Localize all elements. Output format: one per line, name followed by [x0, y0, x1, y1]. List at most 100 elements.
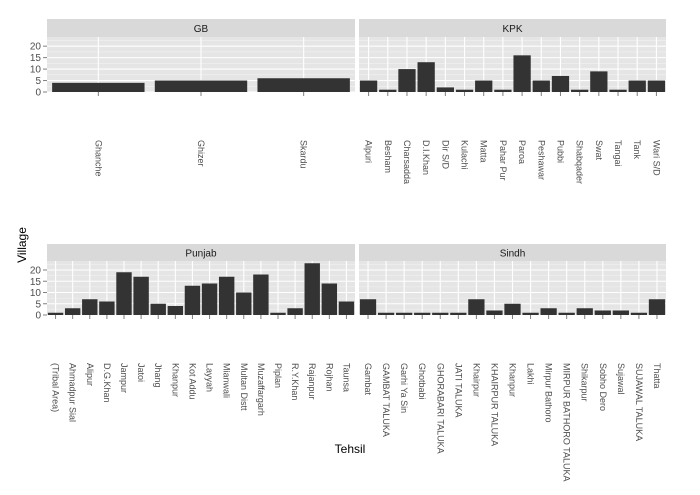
bar-rajanpur	[304, 263, 320, 315]
bar-r-y-khan	[287, 308, 303, 315]
x-tick-label-swat: Swat	[594, 140, 604, 161]
x-tick-label-pahar-pur: Pahar Pur	[498, 140, 508, 181]
x-tick-label-d-i-khan: D.I.Khan	[421, 140, 431, 175]
x-tick-label-sujawal: Sujawal	[616, 363, 626, 395]
bar-d-g-khan	[99, 301, 115, 315]
facet-strip-label: KPK	[502, 24, 522, 35]
bar-charsadda	[398, 69, 416, 92]
facet-strip-label: Punjab	[185, 249, 217, 260]
bar-sobho-dero	[594, 310, 611, 315]
x-tick-label-kulachi: Kulachi	[460, 140, 470, 170]
x-tick-label-garhi-ya-sin: Garhi Ya Sin	[399, 363, 409, 413]
y-tick-label: 5	[35, 299, 41, 310]
y-tick-label: 5	[35, 76, 41, 87]
x-tick-label-ghorabari-taluka: GHORABARI TALUKA	[435, 363, 445, 454]
x-tick-label-jhang: Jhang	[153, 363, 163, 388]
bar-ahmadpur-sial	[64, 308, 81, 315]
x-tick-label-shikarpur: Shikarpur	[580, 363, 590, 402]
bar-swat	[590, 71, 608, 92]
x-tick-label-shabqader: Shabqader	[575, 140, 585, 184]
x-tick-label-ghizer: Ghizer	[196, 140, 206, 167]
x-tick-label-wari-s-d: Wari S/D	[651, 140, 661, 176]
x-tick-label-mirpur-bathoro-taluka: MIRPUR BATHORO TALUKA	[562, 363, 572, 482]
x-tick-label-paroa: Paroa	[517, 140, 527, 164]
x-tick-label-khanpur: Khanpur	[508, 363, 518, 397]
facet-strip-label: Sindh	[500, 249, 526, 260]
bar-jati-taluka	[450, 312, 467, 315]
bar-kulachi	[455, 89, 474, 92]
x-tick-label-khairpur: Khairpur	[471, 363, 481, 397]
x-tick-label-mianwali: Mianwali	[222, 363, 232, 398]
bar-lakhi	[522, 312, 539, 315]
bar-wari-s-d	[647, 80, 666, 92]
y-tick-label: 10	[30, 288, 42, 299]
y-axis-title: Village	[15, 227, 29, 263]
facet-strip	[47, 244, 355, 261]
x-tick-label-khanpur: Khanpur	[170, 363, 180, 397]
facet-strip	[359, 19, 666, 37]
x-tick-label-taunsa: Taunsa	[341, 363, 351, 392]
x-tick-label-layyah: Layyah	[205, 363, 215, 392]
bar-jhang	[150, 303, 166, 315]
facet-strip	[47, 19, 355, 37]
bar-thatta	[648, 299, 666, 315]
bar-alipur	[82, 299, 98, 315]
bar-piplan	[270, 312, 286, 315]
x-tick-label-piplan: Piplan	[273, 363, 283, 388]
bar-ghizer	[154, 80, 248, 92]
x-tick-label-ghotbabi: Ghotbabi	[417, 363, 427, 400]
y-tick-label: 0	[35, 311, 41, 322]
bar-khairpur	[468, 299, 485, 315]
bar-jatoi	[133, 276, 149, 315]
y-tick-label: 10	[30, 65, 42, 76]
y-tick-label: 0	[35, 88, 41, 99]
x-tick-label-ghanche: Ghanche	[93, 140, 103, 177]
bar-ghanche	[52, 82, 145, 92]
x-tick-label-jampur: Jampur	[119, 363, 129, 393]
x-tick-label-alipur: Alipur	[85, 363, 95, 386]
x-tick-label-mirpur-bathoro: Mirpur Bathoro	[544, 363, 554, 423]
bar-peshawar	[532, 80, 550, 92]
x-tick-label-skardu: Skardu	[299, 140, 309, 169]
x-tick-label-ahmadpur-sial: Ahmadpur Sial	[68, 363, 78, 422]
x-tick-label-khairpur-taluka: KHAIRPUR TALUKA	[489, 363, 499, 446]
x-tick-label-gambat-taluka: GAMBAT TALUKA	[381, 363, 391, 437]
bar-dir-s-d	[436, 87, 454, 92]
bar-alpuri	[359, 80, 378, 92]
bar-gambat-taluka	[377, 312, 395, 315]
bar-d-i-khan	[417, 62, 435, 92]
x-tick-label-rojhan: Rojhan	[324, 363, 334, 392]
bar-matta	[475, 80, 493, 92]
y-tick-label: 20	[30, 42, 42, 53]
facet-strip	[359, 244, 666, 261]
bar-besham	[379, 89, 397, 92]
x-tick-label-dir-s-d: Dir S/D	[440, 140, 450, 170]
x-tick-label-kot-addu: Kot Addu	[187, 363, 197, 400]
x-tick-label-lakhi: Lakhi	[526, 363, 536, 385]
bar-tangai	[609, 89, 627, 92]
bar-paroa	[513, 55, 531, 92]
bar-jampur	[116, 272, 132, 315]
x-tick-label-jatoi: Jatoi	[136, 363, 146, 382]
x-tick-label-matta: Matta	[479, 140, 489, 163]
x-tick-label-d-g-khan: D.G.Khan	[102, 363, 112, 403]
bar-sujawal	[612, 310, 629, 315]
bar-mirpur-bathoro	[540, 308, 557, 315]
bar-tank	[628, 80, 646, 92]
bar-layyah	[201, 283, 218, 315]
x-tick-label-tribal-area: (Tribal Area)	[51, 363, 61, 412]
x-tick-label-thatta: Thatta	[652, 363, 662, 389]
facet-strip-label: GB	[194, 24, 209, 35]
x-tick-label-alpuri: Alpuri	[364, 140, 374, 163]
bar-tribal-area	[47, 312, 64, 315]
x-tick-label-tank: Tank	[632, 140, 642, 160]
x-tick-label-peshawar: Peshawar	[536, 140, 546, 180]
bar-taunsa	[338, 301, 355, 315]
bar-shabqader	[571, 89, 589, 92]
x-tick-label-rajanpur: Rajanpur	[307, 363, 317, 400]
bar-khanpur	[504, 303, 521, 315]
x-tick-label-tangai: Tangai	[613, 140, 623, 167]
bar-gambat	[359, 299, 377, 315]
facet-kpk: KPK Alpuri Besham Charsadda D.I.Khan Dir S/D K…	[359, 19, 666, 184]
x-axis-title: Tehsil	[335, 442, 366, 456]
